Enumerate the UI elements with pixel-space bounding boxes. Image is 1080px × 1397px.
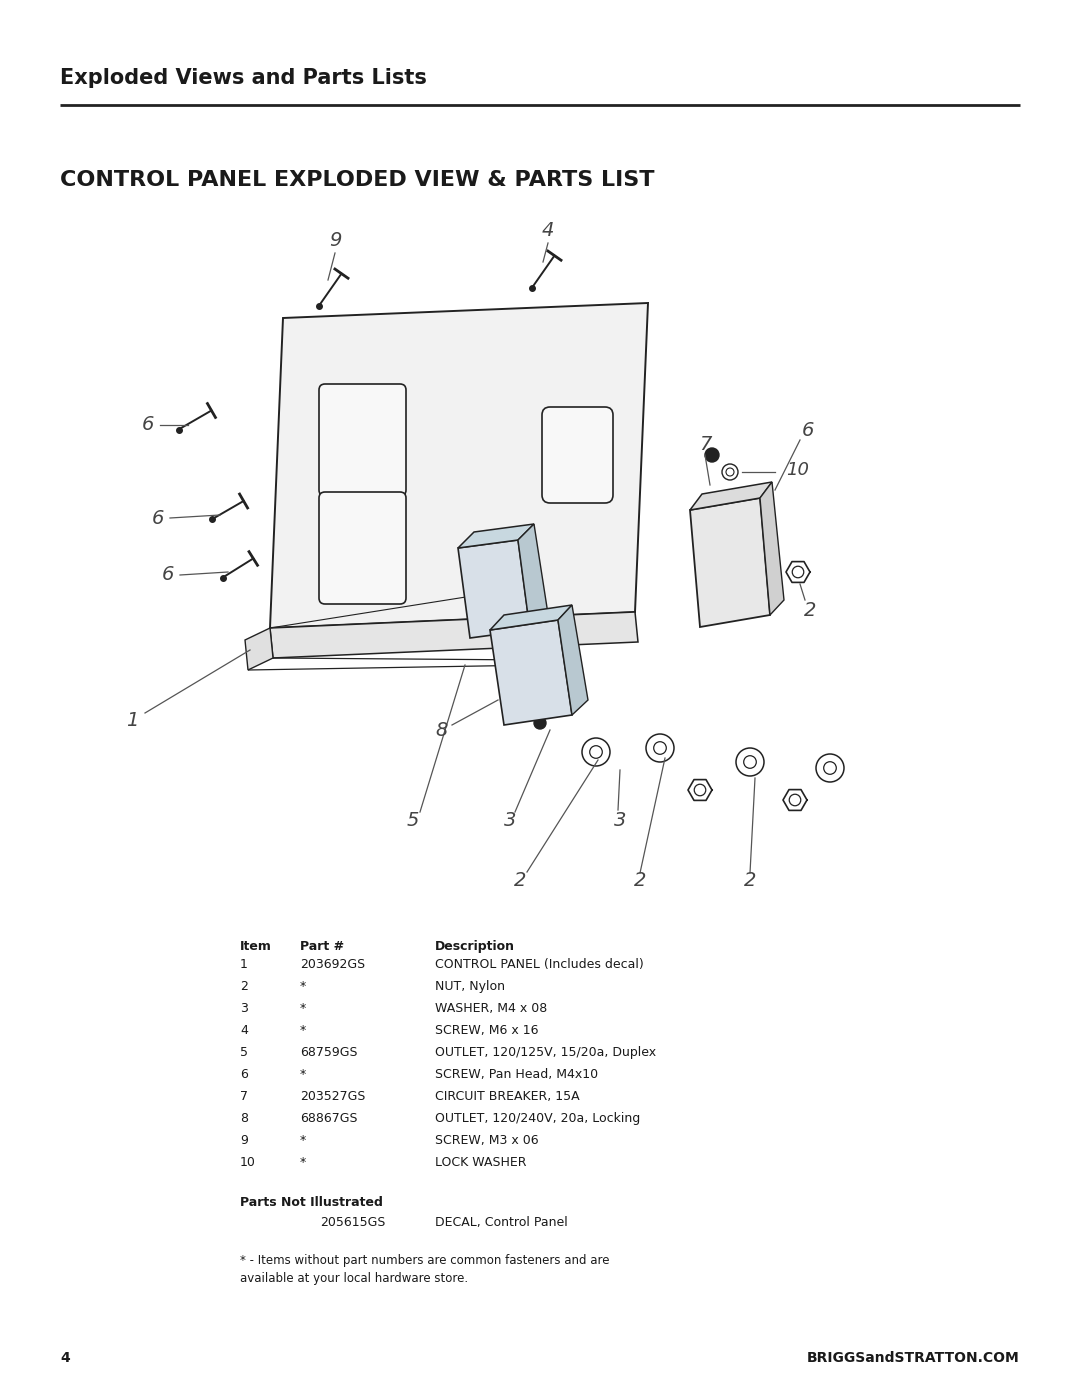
Text: 7: 7: [240, 1090, 248, 1104]
Text: 6: 6: [801, 420, 814, 440]
Text: 7: 7: [699, 436, 712, 454]
Text: SCREW, Pan Head, M4x10: SCREW, Pan Head, M4x10: [435, 1067, 598, 1081]
Polygon shape: [558, 605, 588, 715]
Polygon shape: [760, 482, 784, 615]
Text: 6: 6: [240, 1067, 248, 1081]
Text: BRIGGSandSTRATTON.COM: BRIGGSandSTRATTON.COM: [807, 1351, 1020, 1365]
Text: Description: Description: [435, 940, 515, 953]
Text: DECAL, Control Panel: DECAL, Control Panel: [435, 1215, 568, 1229]
Text: *: *: [300, 1067, 307, 1081]
FancyBboxPatch shape: [319, 384, 406, 496]
Text: *: *: [300, 1134, 307, 1147]
Text: 6: 6: [152, 509, 164, 528]
Polygon shape: [690, 482, 772, 510]
Text: 203692GS: 203692GS: [300, 958, 365, 971]
Text: 68759GS: 68759GS: [300, 1046, 357, 1059]
Text: 4: 4: [542, 221, 554, 239]
Text: 4: 4: [240, 1024, 248, 1037]
Text: WASHER, M4 x 08: WASHER, M4 x 08: [435, 1002, 548, 1016]
Text: 5: 5: [407, 810, 419, 830]
Text: 2: 2: [514, 870, 526, 890]
FancyBboxPatch shape: [542, 407, 613, 503]
Polygon shape: [270, 303, 648, 629]
Polygon shape: [245, 629, 273, 671]
Text: 6: 6: [141, 415, 154, 434]
Circle shape: [494, 630, 507, 643]
Text: 3: 3: [240, 1002, 248, 1016]
Polygon shape: [490, 620, 572, 725]
Text: *: *: [300, 981, 307, 993]
Text: 9: 9: [240, 1134, 248, 1147]
Text: Item: Item: [240, 940, 272, 953]
Text: 3: 3: [503, 810, 516, 830]
Text: 203527GS: 203527GS: [300, 1090, 365, 1104]
Text: 2: 2: [744, 870, 756, 890]
Circle shape: [524, 601, 536, 613]
Text: OUTLET, 120/125V, 15/20a, Duplex: OUTLET, 120/125V, 15/20a, Duplex: [435, 1046, 657, 1059]
Polygon shape: [270, 612, 638, 658]
Polygon shape: [458, 524, 534, 548]
Text: CIRCUIT BREAKER, 15A: CIRCUIT BREAKER, 15A: [435, 1090, 580, 1104]
Text: SCREW, M3 x 06: SCREW, M3 x 06: [435, 1134, 539, 1147]
Text: 5: 5: [240, 1046, 248, 1059]
Text: 205615GS: 205615GS: [320, 1215, 386, 1229]
Text: Parts Not Illustrated: Parts Not Illustrated: [240, 1196, 383, 1208]
Circle shape: [482, 527, 494, 538]
Polygon shape: [518, 524, 548, 630]
FancyBboxPatch shape: [319, 492, 406, 604]
Text: 10: 10: [786, 461, 810, 479]
Text: 2: 2: [804, 601, 816, 619]
Polygon shape: [490, 605, 572, 630]
Text: 8: 8: [240, 1112, 248, 1125]
Text: CONTROL PANEL (Includes decal): CONTROL PANEL (Includes decal): [435, 958, 644, 971]
Polygon shape: [690, 497, 770, 627]
Text: available at your local hardware store.: available at your local hardware store.: [240, 1273, 468, 1285]
Text: 1: 1: [240, 958, 248, 971]
Text: * - Items without part numbers are common fasteners and are: * - Items without part numbers are commo…: [240, 1255, 609, 1267]
Text: OUTLET, 120/240V, 20a, Locking: OUTLET, 120/240V, 20a, Locking: [435, 1112, 640, 1125]
Text: NUT, Nylon: NUT, Nylon: [435, 981, 505, 993]
Text: 3: 3: [613, 810, 626, 830]
Text: Exploded Views and Parts Lists: Exploded Views and Parts Lists: [60, 68, 427, 88]
Text: 4: 4: [60, 1351, 70, 1365]
Text: SCREW, M6 x 16: SCREW, M6 x 16: [435, 1024, 539, 1037]
Text: 2: 2: [634, 870, 646, 890]
Text: 2: 2: [240, 981, 248, 993]
Polygon shape: [458, 541, 530, 638]
Circle shape: [708, 453, 715, 458]
Text: 1: 1: [125, 711, 138, 729]
Text: 68867GS: 68867GS: [300, 1112, 357, 1125]
Text: LOCK WASHER: LOCK WASHER: [435, 1155, 527, 1169]
Circle shape: [534, 717, 546, 729]
Text: CONTROL PANEL EXPLODED VIEW & PARTS LIST: CONTROL PANEL EXPLODED VIEW & PARTS LIST: [60, 170, 654, 190]
Text: 6: 6: [162, 566, 174, 584]
Circle shape: [705, 448, 719, 462]
Text: *: *: [300, 1155, 307, 1169]
Text: 8: 8: [436, 721, 448, 739]
Text: 10: 10: [240, 1155, 256, 1169]
Text: Part #: Part #: [300, 940, 345, 953]
Text: 9: 9: [328, 231, 341, 250]
Text: *: *: [300, 1002, 307, 1016]
Text: *: *: [300, 1024, 307, 1037]
